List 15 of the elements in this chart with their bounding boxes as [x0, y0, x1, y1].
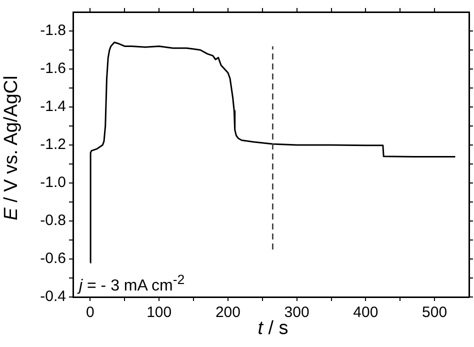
y-tick-label: -1.4 — [40, 98, 66, 116]
x-tick-label: 0 — [86, 304, 94, 322]
y-tick-label: -1.8 — [40, 22, 66, 40]
y-axis-title: E / V vs. Ag/AgCl — [1, 74, 23, 222]
y-tick-label: -1.0 — [40, 174, 66, 192]
x-tick-label: 400 — [353, 304, 378, 322]
annotation: j = - 3 mA cm$^{-2}$ — [79, 271, 185, 296]
y-tick-label: -1.6 — [40, 60, 66, 78]
x-tick-label: 200 — [215, 304, 240, 322]
y-tick-label: -0.6 — [40, 250, 66, 268]
y-tick-label: -0.8 — [40, 212, 66, 230]
y-tick-label: -1.2 — [40, 136, 66, 154]
x-tick-label: 100 — [146, 304, 172, 322]
y-tick-label: -0.4 — [40, 288, 66, 306]
x-tick-label: 500 — [422, 304, 448, 322]
